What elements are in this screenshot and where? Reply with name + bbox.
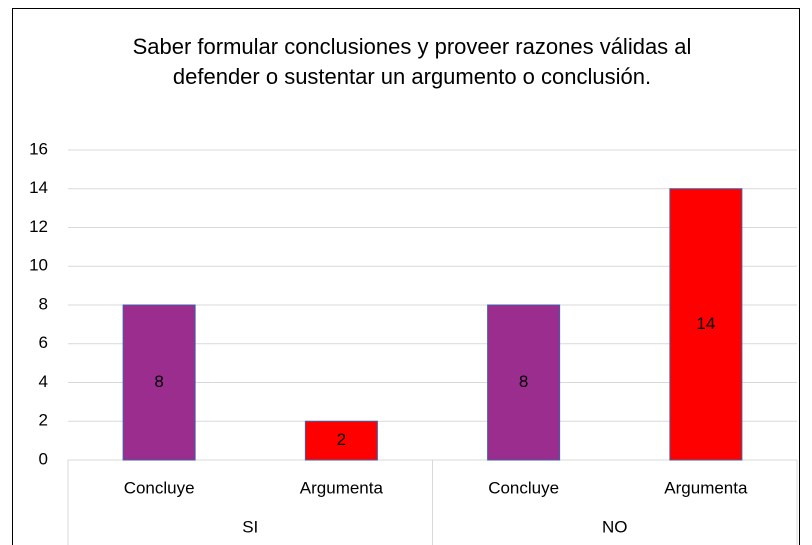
bar: [487, 304, 561, 461]
y-tick-label: 6: [39, 333, 48, 352]
x-tick-label: Concluye: [488, 478, 559, 497]
x-tick-label: Argumenta: [664, 478, 748, 497]
group-label: NO: [602, 517, 628, 536]
bar: [122, 304, 196, 461]
bar: [304, 420, 378, 461]
y-tick-label: 2: [39, 411, 48, 430]
y-tick-label: 12: [29, 217, 48, 236]
group-label: SI: [242, 517, 258, 536]
x-tick-label: Concluye: [124, 478, 195, 497]
chart-title: Saber formular conclusiones y proveer ra…: [132, 34, 692, 89]
chart-frame: [12, 8, 800, 545]
y-tick-label: 4: [39, 372, 48, 391]
y-tick-label: 14: [29, 178, 48, 197]
bar: [669, 188, 743, 461]
y-tick-label: 8: [39, 294, 48, 313]
y-tick-label: 0: [39, 449, 48, 468]
y-tick-label: 10: [29, 256, 48, 275]
x-tick-label: Argumenta: [300, 478, 384, 497]
data-label: 14: [696, 314, 715, 333]
data-label: 8: [154, 372, 163, 391]
data-label: 2: [337, 430, 346, 449]
data-label: 8: [519, 372, 528, 391]
y-tick-label: 16: [29, 139, 48, 158]
